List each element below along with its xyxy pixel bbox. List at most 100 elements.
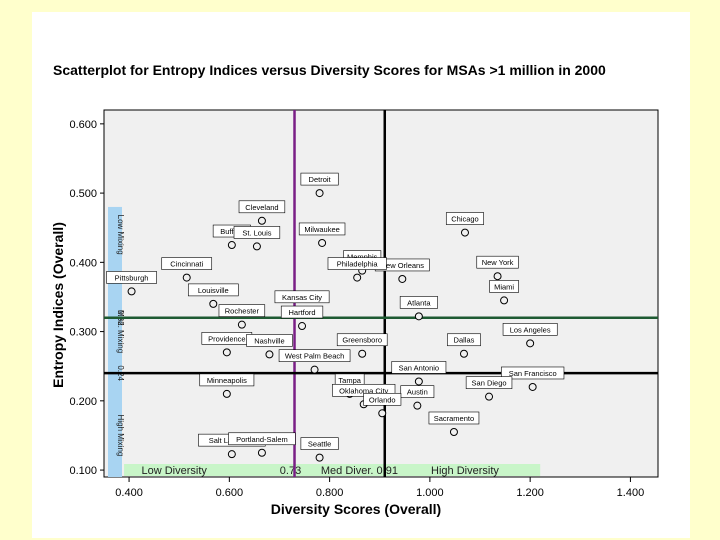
data-point: [493, 272, 502, 281]
x-band-background: [124, 464, 541, 476]
data-label-box: [502, 323, 558, 336]
data-label: Rochester: [225, 307, 260, 316]
y-band-label: Low Mixing: [116, 215, 125, 255]
data-label: Austin: [407, 388, 428, 397]
data-label: San Antonio: [399, 363, 439, 372]
data-label: Providence: [208, 334, 246, 343]
data-label-box: [274, 290, 330, 304]
data-point: [310, 365, 319, 374]
data-label-box: [489, 280, 519, 293]
data-point: [526, 339, 535, 348]
data-label-box: [476, 255, 519, 269]
data-label-box: [447, 333, 481, 347]
data-label-box: [233, 226, 281, 239]
axis-ticks: 0.400 0.600 0.800 1.000 1.200 1.400 0.100 0.200…: [69, 119, 644, 499]
data-label: Cincinnati: [170, 260, 203, 269]
data-label-box: [218, 304, 266, 317]
data-label-box: [445, 212, 484, 225]
y-tick-label: 0.400: [69, 257, 97, 269]
data-label-box: [391, 361, 447, 374]
x-tick-label: 1.200: [516, 487, 544, 499]
data-label-box: [187, 283, 239, 297]
data-label: Atlanta: [407, 298, 431, 307]
data-label: Greensboro: [342, 336, 382, 345]
data-label-box: [106, 271, 157, 284]
data-point: [449, 427, 458, 436]
data-label-box: [336, 333, 388, 347]
data-label: Cleveland: [245, 203, 278, 212]
y-tick-label: 0.500: [69, 188, 97, 200]
data-point: [182, 273, 191, 282]
data-point: [414, 312, 423, 321]
data-label: Dallas: [454, 336, 475, 345]
data-label-box: [298, 222, 346, 236]
x-tick-label: 0.800: [316, 487, 344, 499]
data-label-box: [161, 257, 213, 270]
x-band-label: Med Diver.: [321, 465, 374, 477]
y-tick-label: 0.600: [69, 119, 97, 131]
data-label-box: [327, 257, 387, 270]
data-point: [227, 241, 236, 250]
data-label-box: [228, 432, 296, 446]
data-label-box: [238, 200, 286, 214]
chart-frame: Scatterplot for Entropy Indices versus D…: [32, 12, 690, 538]
data-label: Chicago: [451, 215, 479, 224]
data-label: Orlando: [369, 395, 396, 404]
data-label-box: [428, 411, 480, 425]
data-label-box: [278, 349, 351, 362]
data-label: Detroit: [309, 175, 332, 184]
chart-title: Scatterplot for Entropy Indices versus D…: [53, 62, 606, 78]
data-points: Detroit Cleveland Buffalo Milwaukee St. Loui…: [106, 172, 565, 462]
data-label: Minneapolis: [207, 376, 247, 385]
data-label-box: [280, 305, 324, 319]
data-point: [398, 274, 407, 283]
x-tick-label: 1.000: [416, 487, 444, 499]
x-band: Low Diversity 0.73 Med Diver. 0.91 High Dive…: [124, 464, 541, 477]
y-band-label: Med. Mixing: [116, 310, 125, 353]
y-tick-label: 0.200: [69, 396, 97, 408]
data-point: [227, 450, 236, 459]
data-label-box: [501, 366, 565, 380]
data-label: Portland-Salem: [236, 435, 288, 444]
data-label: Hartford: [288, 308, 315, 317]
data-label: Sacramento: [434, 414, 474, 423]
data-label: Oklahoma City: [339, 386, 388, 395]
y-axis-title: Entropy Indices (Overall): [50, 222, 66, 388]
data-label: Louisville: [198, 286, 229, 295]
data-label-box: [199, 373, 255, 387]
data-label-box: [246, 334, 293, 347]
data-point: [353, 273, 362, 282]
x-tick-label: 0.600: [216, 487, 244, 499]
data-label-box: [363, 392, 402, 406]
data-point: [257, 216, 266, 225]
data-point: [459, 349, 468, 358]
x-tick-label: 1.400: [617, 487, 645, 499]
data-point: [358, 349, 367, 358]
data-label-box: [300, 437, 339, 450]
x-band-label: Low Diversity: [141, 465, 207, 477]
data-point: [460, 228, 469, 237]
x-axis-title: Diversity Scores (Overall): [271, 501, 441, 517]
data-label: Tampa: [338, 376, 361, 385]
data-label: Buffalo: [220, 227, 243, 236]
data-label: Kansas City: [282, 293, 322, 302]
data-label: New Orleans: [381, 261, 425, 270]
y-band-label: High Mixing: [116, 415, 125, 457]
data-label: Miami: [494, 282, 514, 291]
data-label-box: [300, 172, 339, 186]
data-point: [378, 409, 387, 418]
data-point: [237, 320, 246, 329]
x-band-label: 0.91: [377, 465, 398, 477]
data-point: [485, 392, 494, 401]
data-point: [222, 389, 231, 398]
data-label: West Palm Beach: [285, 352, 344, 361]
data-label-box: [465, 376, 513, 389]
data-label: Pittsburgh: [115, 273, 149, 282]
data-point: [318, 238, 327, 247]
data-point: [252, 242, 261, 251]
data-label: St. Louis: [242, 228, 271, 237]
x-tick-label: 0.400: [115, 487, 143, 499]
data-label: San Francisco: [509, 369, 557, 378]
y-band: Low Mixing0.32Med. Mixing0.24High Mixing: [108, 206, 125, 477]
plot-area: [103, 109, 659, 478]
